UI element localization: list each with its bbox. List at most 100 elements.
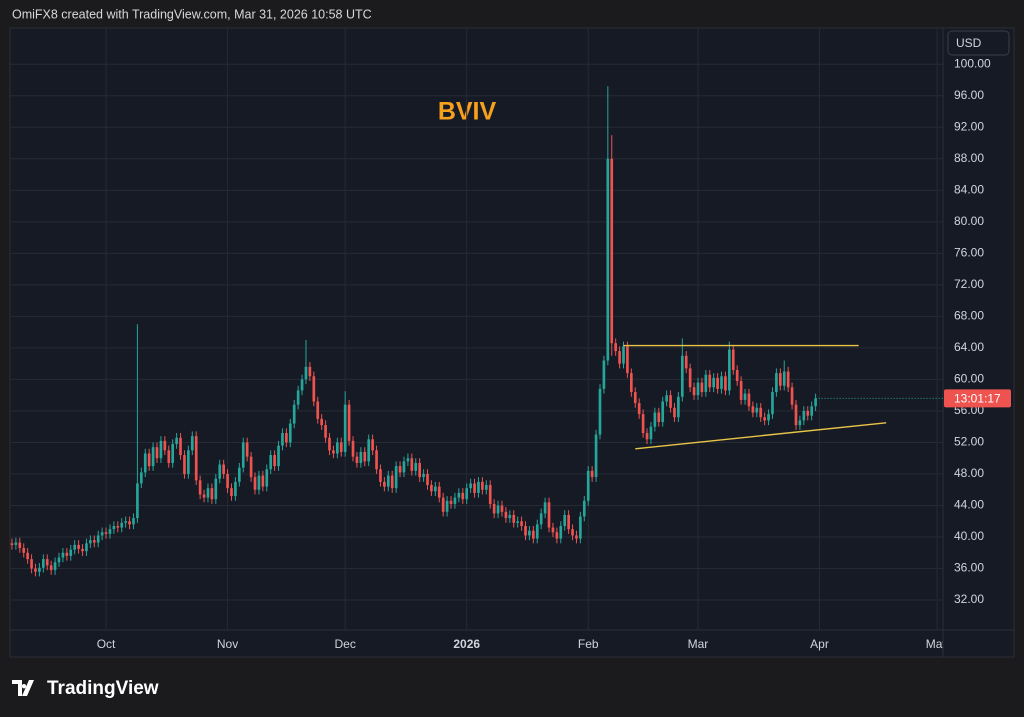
- candle-body: [108, 529, 112, 534]
- x-tick-label: Apr: [810, 637, 829, 651]
- candle-body: [237, 467, 241, 482]
- candle-body: [551, 527, 555, 533]
- candle-body: [398, 466, 402, 473]
- candle-body: [312, 376, 316, 402]
- candle-body: [332, 450, 335, 454]
- candle-body: [598, 388, 602, 435]
- candle-body: [496, 505, 500, 514]
- candle-body: [96, 535, 100, 543]
- candle-body: [34, 568, 37, 572]
- candle-body: [441, 497, 445, 512]
- y-tick-label: 72.00: [954, 277, 984, 291]
- candle-body: [14, 542, 18, 545]
- candle-body: [167, 450, 171, 463]
- trend-line: [635, 422, 887, 450]
- y-tick-label: 92.00: [954, 119, 984, 133]
- candle-body: [700, 382, 704, 393]
- candle-body: [426, 473, 429, 486]
- candle-body: [806, 410, 810, 416]
- candle-body: [355, 456, 359, 463]
- candle-body: [571, 529, 574, 536]
- candle-body: [155, 447, 159, 459]
- candle-body: [10, 543, 14, 545]
- candle-body: [89, 540, 92, 544]
- x-tick-label: Oct: [97, 637, 116, 651]
- y-tick-label: 84.00: [954, 182, 984, 196]
- x-tick-label: May: [926, 637, 949, 651]
- candle-body: [469, 483, 472, 489]
- candle-body: [379, 469, 382, 482]
- candle-body: [786, 371, 790, 388]
- candle-body: [665, 395, 668, 402]
- candle-body: [814, 398, 817, 407]
- y-tick-label: 76.00: [954, 246, 984, 260]
- candle-body: [720, 376, 723, 389]
- candle-body: [339, 442, 343, 452]
- currency[interactable]: USD: [956, 36, 982, 50]
- candle-body: [77, 544, 80, 549]
- candle-body: [136, 483, 139, 519]
- candle-body: [104, 532, 108, 534]
- candle-body: [771, 392, 774, 415]
- candle-body: [139, 472, 143, 484]
- candle-body: [194, 436, 198, 481]
- y-tick-label: 44.00: [954, 498, 984, 512]
- candle-body: [673, 407, 676, 418]
- candle-body: [390, 475, 394, 489]
- candle-body: [516, 521, 519, 523]
- candle-body: [112, 525, 116, 530]
- logo-text: TradingView: [47, 678, 159, 699]
- candle-body: [320, 418, 323, 426]
- y-tick-label: 96.00: [954, 88, 984, 102]
- candle-body: [641, 414, 645, 434]
- x-axis: Oct Nov Dec 2026 Feb Mar Apr May: [97, 637, 949, 651]
- candle-body: [649, 426, 653, 440]
- candle-body: [790, 387, 794, 405]
- candle-body: [69, 549, 73, 556]
- y-tick-label: 60.00: [954, 372, 984, 386]
- currency-box[interactable]: [947, 30, 1010, 56]
- candle-body: [755, 407, 759, 413]
- candle-body: [614, 343, 617, 352]
- candle-body: [422, 473, 425, 478]
- candle-body: [563, 514, 567, 526]
- candle-body: [308, 366, 312, 377]
- candle-body: [775, 373, 778, 393]
- candle-body: [132, 518, 135, 525]
- candle-body: [143, 453, 147, 473]
- candle-body: [688, 368, 692, 388]
- candle-body: [281, 433, 284, 446]
- candle-body: [520, 521, 523, 526]
- candle-body: [586, 470, 590, 501]
- candle-body: [22, 548, 26, 553]
- y-tick-label: 32.00: [954, 592, 984, 606]
- candle-body: [437, 486, 441, 498]
- candle-body: [206, 488, 210, 498]
- y-tick-label: 52.00: [954, 435, 984, 449]
- candle-body: [626, 346, 629, 374]
- candle-body: [594, 434, 598, 478]
- candle-body: [728, 349, 731, 391]
- candle-body: [324, 425, 327, 438]
- candle-body: [38, 567, 41, 572]
- candle-body: [92, 540, 96, 543]
- candle-body: [363, 451, 367, 462]
- candle-body: [163, 440, 167, 451]
- candle-body: [582, 500, 586, 517]
- candle-body: [120, 522, 124, 528]
- candle-body: [692, 387, 696, 396]
- y-tick-label: 68.00: [954, 309, 984, 323]
- y-tick-label: 88.00: [954, 151, 984, 165]
- x-tick-label: 2026: [453, 637, 480, 651]
- candle-body: [579, 516, 582, 539]
- candle-body: [406, 458, 410, 462]
- candle-body: [488, 485, 492, 504]
- candle-body: [222, 464, 225, 474]
- candle-body: [61, 552, 65, 558]
- candle-body: [735, 369, 739, 382]
- candle-body: [226, 473, 229, 489]
- candle-body: [712, 377, 716, 388]
- candle-body: [245, 442, 249, 457]
- candle-body: [292, 404, 296, 424]
- candle-body: [85, 543, 88, 552]
